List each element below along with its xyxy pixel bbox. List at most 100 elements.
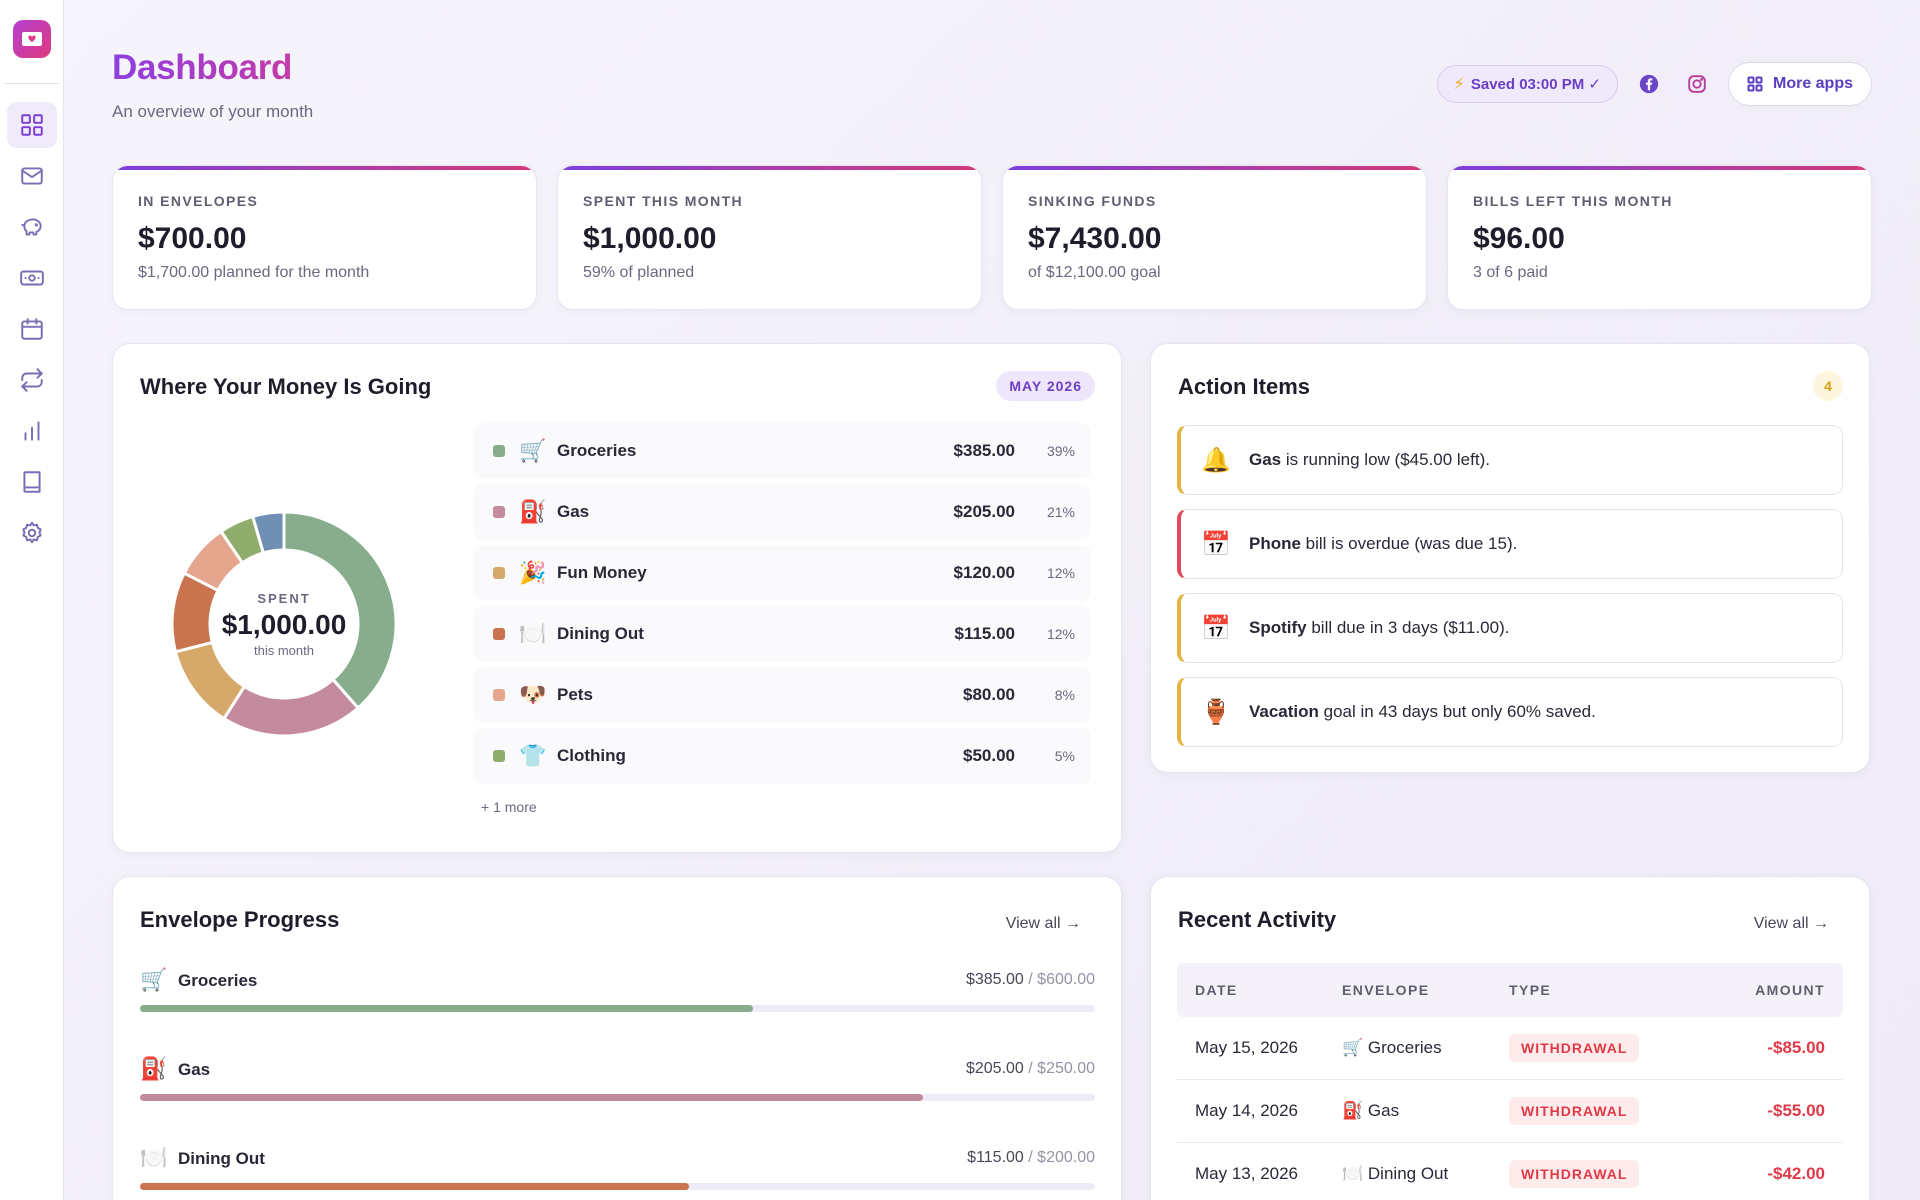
column-header-date[interactable]: DATE — [1195, 982, 1238, 998]
shopping-cart-icon: 🛒 — [140, 967, 168, 992]
category-row-gas[interactable]: ⛽ Gas $205.00 21% — [473, 484, 1091, 540]
piggy-bank-icon — [20, 218, 42, 236]
action-item-vacation-goal[interactable]: 🏺 Vacation goal in 43 days but only 60% … — [1177, 677, 1843, 747]
action-item-text: Spotify bill due in 3 days ($11.00). — [1249, 618, 1510, 637]
donut-slice-other[interactable] — [250, 510, 286, 555]
table-row[interactable]: May 13, 2026 🍽️ Dining Out WITHDRAWAL -$… — [1177, 1143, 1843, 1200]
nav-sinking-funds[interactable] — [7, 204, 57, 250]
header-actions: ⚡ Saved 03:00 PM ✓ More apps — [1436, 62, 1872, 106]
action-item-gas-low[interactable]: 🔔 Gas is running low ($45.00 left). — [1177, 425, 1843, 495]
category-color-dot — [493, 750, 505, 762]
category-name: Fun Money — [557, 563, 647, 582]
action-items-title: Action Items — [1178, 374, 1311, 399]
calendar-icon: 📅 — [1201, 530, 1231, 558]
stat-label: SINKING FUNDS — [1028, 193, 1157, 209]
nav-envelopes[interactable] — [7, 153, 57, 199]
cash-icon — [19, 270, 44, 286]
action-item-text: Vacation goal in 43 days but only 60% sa… — [1249, 702, 1596, 721]
envelope-amount: $115.00 / $200.00 — [967, 1149, 1095, 1166]
calendar-icon: 📅 — [1201, 614, 1231, 642]
donut-slice-groceries[interactable] — [282, 510, 398, 711]
facebook-button[interactable] — [1632, 67, 1666, 101]
saved-status-badge: ⚡ Saved 03:00 PM ✓ — [1436, 65, 1618, 103]
envelopes-view-all-link[interactable]: View all → — [1005, 915, 1081, 932]
envelope-row-gas[interactable]: ⛽ Gas $205.00 / $250.00 — [140, 1056, 1095, 1106]
activity-amount: -$55.00 — [1767, 1101, 1825, 1120]
nav-dashboard[interactable] — [6, 102, 57, 148]
category-row-clothing[interactable]: 👕 Clothing $50.00 5% — [473, 728, 1091, 784]
category-name: Groceries — [557, 441, 637, 460]
page-title: Dashboard — [112, 48, 293, 87]
mail-icon — [20, 167, 43, 185]
activity-date: May 14, 2026 — [1195, 1101, 1299, 1120]
category-name: Pets — [557, 685, 593, 704]
activity-table-header: DATE ENVELOPE TYPE AMOUNT — [1177, 963, 1843, 1017]
category-row-pets[interactable]: 🐶 Pets $80.00 8% — [473, 667, 1091, 723]
nav-reports[interactable] — [7, 408, 57, 454]
facebook-icon — [1639, 74, 1659, 94]
table-row[interactable]: May 14, 2026 ⛽ Gas WITHDRAWAL -$55.00 — [1177, 1080, 1843, 1143]
category-amount: $205.00 — [953, 502, 1015, 521]
action-item-text: Phone bill is overdue (was due 15). — [1249, 534, 1518, 553]
activity-envelope: 🛒 Groceries — [1342, 1038, 1442, 1057]
spending-panel-title: Where Your Money Is Going — [140, 374, 432, 399]
nav-settings[interactable] — [7, 510, 57, 556]
category-row-dining-out[interactable]: 🍽️ Dining Out $115.00 12% — [473, 606, 1091, 662]
more-categories-link[interactable]: + 1 more — [481, 799, 537, 815]
apps-grid-icon — [1747, 76, 1763, 92]
category-percent: 39% — [1046, 443, 1075, 459]
activity-date: May 13, 2026 — [1195, 1164, 1299, 1183]
column-header-type[interactable]: TYPE — [1509, 982, 1552, 998]
stat-card-in-envelopes: IN ENVELOPES $700.00 $1,700.00 planned f… — [112, 165, 537, 310]
activity-type: WITHDRAWAL — [1509, 1034, 1699, 1062]
spending-donut-chart — [170, 510, 398, 738]
instagram-button[interactable] — [1680, 67, 1714, 101]
activity-envelope: 🍽️ Dining Out — [1342, 1164, 1449, 1183]
action-items-panel: Action Items 4 🔔 Gas is running low ($45… — [1150, 343, 1870, 773]
fuel-pump-icon: ⛽ — [1342, 1101, 1364, 1120]
envelope-name: Gas — [178, 1060, 211, 1079]
spending-panel: Where Your Money Is Going MAY 2026 SPENT… — [112, 343, 1122, 853]
fuel-pump-icon: ⛽ — [519, 499, 547, 524]
category-row-groceries[interactable]: 🛒 Groceries $385.00 39% — [473, 423, 1091, 479]
column-header-envelope[interactable]: ENVELOPE — [1342, 982, 1430, 998]
envelope-row-dining-out[interactable]: 🍽️ Dining Out $115.00 / $200.00 — [140, 1145, 1095, 1195]
envelope-progress-title: Envelope Progress — [140, 907, 340, 932]
stat-subtext: 59% of planned — [583, 264, 695, 281]
heart-envelope-icon — [21, 32, 42, 46]
nav-income[interactable] — [7, 255, 57, 301]
nav-recurring[interactable] — [7, 357, 57, 403]
app-logo[interactable] — [12, 20, 51, 58]
category-list: 🛒 Groceries $385.00 39% ⛽ Gas $205.00 21… — [473, 423, 1091, 789]
activity-type: WITHDRAWAL — [1509, 1160, 1699, 1188]
envelope-row-groceries[interactable]: 🛒 Groceries $385.00 / $600.00 — [140, 967, 1095, 1017]
action-item-text: Gas is running low ($45.00 left). — [1249, 450, 1490, 469]
category-color-dot — [493, 445, 505, 457]
envelope-progress-track — [140, 1183, 1095, 1190]
more-apps-button[interactable]: More apps — [1727, 62, 1872, 106]
category-amount: $120.00 — [953, 563, 1015, 582]
envelope-name: Dining Out — [178, 1149, 265, 1168]
table-row[interactable]: May 15, 2026 🛒 Groceries WITHDRAWAL -$85… — [1177, 1017, 1843, 1080]
action-item-phone-overdue[interactable]: 📅 Phone bill is overdue (was due 15). — [1177, 509, 1843, 579]
column-header-amount[interactable]: AMOUNT — [1755, 982, 1825, 998]
recent-activity-panel: Recent Activity View all → DATE ENVELOPE… — [1150, 876, 1870, 1200]
category-percent: 12% — [1046, 626, 1075, 642]
category-amount: $115.00 — [954, 624, 1015, 643]
stat-label: IN ENVELOPES — [138, 193, 259, 209]
category-row-fun-money[interactable]: 🎉 Fun Money $120.00 12% — [473, 545, 1091, 601]
party-popper-icon: 🎉 — [519, 560, 547, 585]
nav-bills[interactable] — [7, 306, 57, 352]
type-badge: WITHDRAWAL — [1509, 1097, 1640, 1125]
stat-subtext: 3 of 6 paid — [1473, 264, 1548, 281]
category-percent: 21% — [1046, 504, 1075, 520]
more-apps-label: More apps — [1772, 75, 1853, 92]
gear-icon — [21, 521, 42, 544]
bar-chart-icon — [24, 421, 39, 441]
nav-guide[interactable] — [7, 459, 57, 505]
type-badge: WITHDRAWAL — [1509, 1034, 1640, 1062]
saved-status-label: Saved 03:00 PM ✓ — [1470, 76, 1601, 93]
action-item-spotify-due[interactable]: 📅 Spotify bill due in 3 days ($11.00). — [1177, 593, 1843, 663]
category-amount: $50.00 — [963, 746, 1015, 765]
activity-view-all-link[interactable]: View all → — [1753, 915, 1829, 932]
